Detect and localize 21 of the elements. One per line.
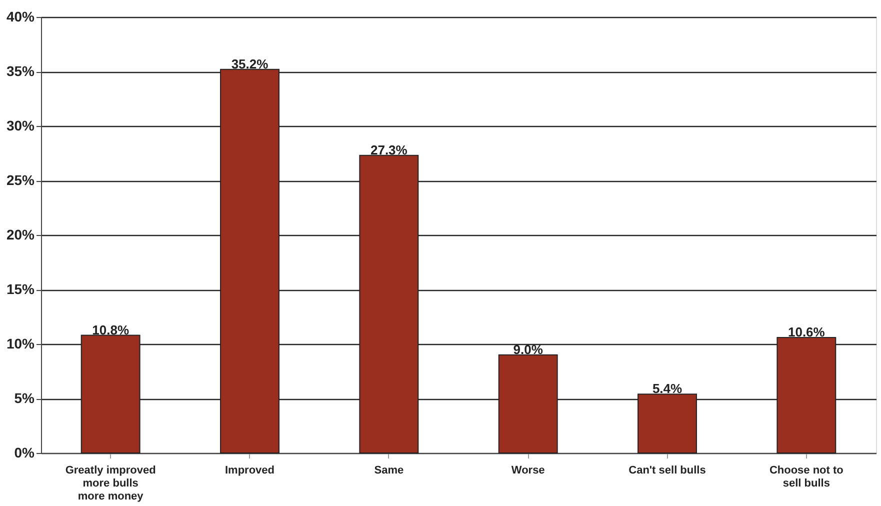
y-tick-label: 35% — [6, 63, 36, 79]
y-tick-label: 20% — [6, 226, 36, 242]
y-tick-label: 40% — [6, 8, 36, 24]
y-tick-label: 0% — [14, 444, 36, 460]
data-label: 10.8% — [92, 322, 130, 338]
x-tick-label: Same — [374, 464, 404, 476]
data-label: 27.3% — [370, 142, 408, 158]
data-label: 35.2% — [231, 56, 269, 72]
y-tick-label: 25% — [6, 172, 36, 188]
data-label: 9.0% — [513, 342, 544, 357]
x-tick-label: Can't sell bulls — [628, 464, 706, 476]
data-label: 5.4% — [652, 381, 682, 396]
x-tick-label: Worse — [511, 464, 545, 476]
y-tick-label: 15% — [6, 281, 36, 297]
y-tick-label: 30% — [6, 118, 36, 134]
x-tick-label: Greatly improved more bulls more money — [65, 464, 156, 502]
x-tick-label: Choose not to sell bulls — [769, 464, 844, 490]
y-tick-label: 10% — [6, 336, 36, 352]
x-tick-label: Improved — [224, 464, 275, 476]
data-label: 10.6% — [788, 324, 826, 340]
y-tick-label: 5% — [14, 390, 36, 406]
